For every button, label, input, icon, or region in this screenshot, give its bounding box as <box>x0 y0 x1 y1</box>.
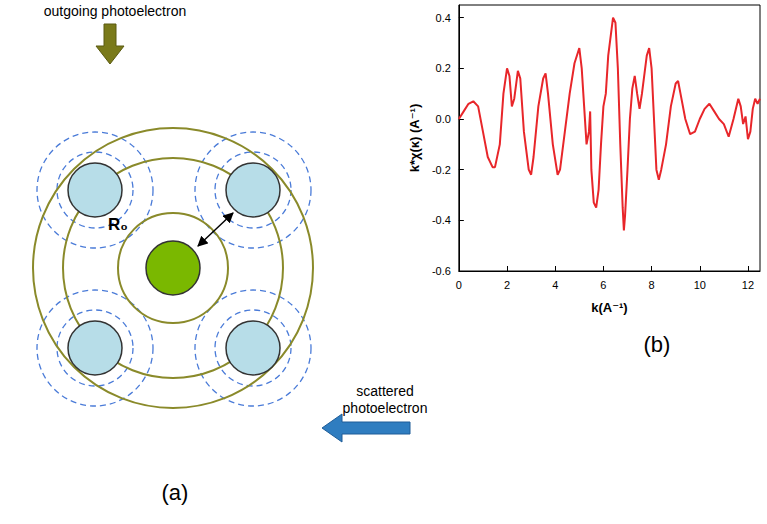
svg-text:-0.4: -0.4 <box>432 214 451 226</box>
svg-text:scatteredphotoelectron: scatteredphotoelectron <box>343 383 428 416</box>
svg-text:k*χ(κ) (A⁻¹): k*χ(κ) (A⁻¹) <box>407 104 422 173</box>
svg-text:(a): (a) <box>162 480 189 505</box>
svg-text:8: 8 <box>649 279 655 291</box>
svg-text:(b): (b) <box>644 332 671 357</box>
svg-text:k(A⁻¹): k(A⁻¹) <box>591 300 627 315</box>
svg-text:R₀: R₀ <box>108 215 128 234</box>
svg-text:12: 12 <box>742 279 754 291</box>
svg-text:0.2: 0.2 <box>436 62 451 74</box>
svg-text:-0.2: -0.2 <box>432 164 451 176</box>
svg-text:0.0: 0.0 <box>436 113 451 125</box>
svg-text:6: 6 <box>600 279 606 291</box>
svg-text:outgoing photoelectron: outgoing photoelectron <box>44 3 186 19</box>
svg-text:0.4: 0.4 <box>436 12 451 24</box>
svg-text:-0.6: -0.6 <box>432 265 451 277</box>
svg-text:2: 2 <box>504 279 510 291</box>
svg-text:10: 10 <box>694 279 706 291</box>
svg-text:0: 0 <box>456 279 462 291</box>
svg-text:4: 4 <box>552 279 558 291</box>
